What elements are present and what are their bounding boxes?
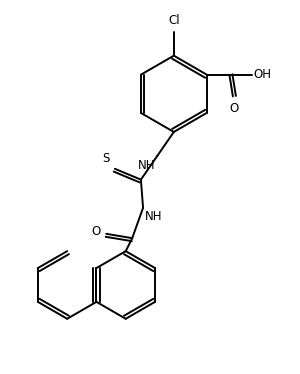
Text: O: O — [91, 225, 101, 238]
Text: NH: NH — [145, 211, 163, 223]
Text: Cl: Cl — [168, 15, 180, 27]
Text: OH: OH — [254, 68, 272, 81]
Text: O: O — [229, 102, 239, 114]
Text: NH: NH — [138, 159, 156, 172]
Text: S: S — [102, 152, 110, 165]
